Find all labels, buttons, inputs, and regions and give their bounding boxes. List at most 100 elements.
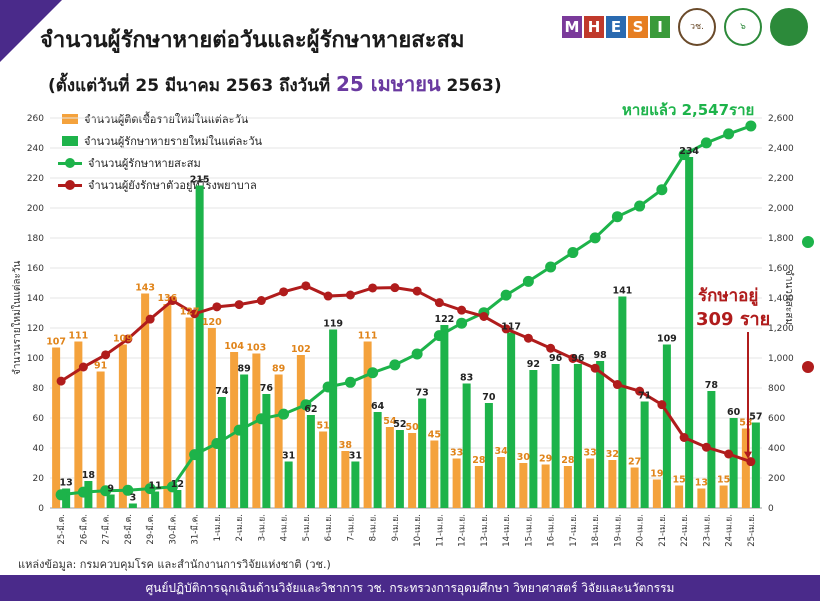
bar-new-recovered [440, 325, 449, 508]
legend-item: จำนวนผู้ติดเชื้อรายใหม่ในแต่ละวัน [62, 108, 262, 130]
point-cumulative-recovered [634, 200, 646, 212]
x-tick-label: 31-มี.ค. [190, 514, 201, 545]
bar-label-new-cases: 127 [180, 307, 200, 318]
mhesi-letter-i: I [650, 16, 670, 38]
point-in-hospital [457, 305, 467, 315]
point-in-hospital [546, 343, 556, 353]
data-source: แหล่งข้อมูล: กรมควบคุมโรค และสำนักงานการ… [18, 558, 331, 571]
bar-new-recovered [240, 374, 249, 508]
y-axis-right-label: จำนวนสะสม [783, 270, 794, 325]
bar-label-new-cases: 34 [495, 446, 509, 457]
x-tick-label: 9-เม.ย. [391, 514, 401, 541]
y-left-tick-label: 60 [33, 414, 45, 424]
y-right-tick-label: 1,400 [768, 294, 794, 304]
y-right-tick-label: 1,800 [768, 234, 794, 244]
bar-label-new-cases: 120 [202, 317, 222, 328]
x-tick-label: 23-เม.ย. [702, 514, 712, 547]
in-hospital-label: รักษาอยู่ [698, 286, 759, 306]
recovered-total-annotation: หายแล้ว 2,547ราย [622, 101, 755, 119]
point-cumulative-recovered [545, 261, 557, 273]
y-left-tick-label: 100 [27, 354, 44, 364]
bar-new-cases [541, 464, 550, 508]
point-in-hospital [590, 363, 600, 373]
bar-new-cases [296, 355, 305, 508]
x-tick-label: 24-เม.ย. [725, 514, 735, 547]
bar-label-new-recovered: 11 [149, 481, 162, 492]
bar-label-new-recovered: 234 [679, 146, 699, 157]
x-tick-label: 22-เม.ย. [680, 514, 690, 547]
x-tick-label: 10-เม.ย. [413, 514, 423, 547]
bar-label-new-cases: 51 [317, 421, 330, 432]
bar-new-cases [163, 304, 172, 508]
legend-label: จำนวนผู้ติดเชื้อรายใหม่ในแต่ละวัน [84, 113, 249, 126]
y-left-tick-label: 180 [27, 234, 44, 244]
point-in-hospital [145, 314, 155, 324]
corner-decoration [0, 0, 62, 62]
x-tick-label: 8-เม.ย. [369, 514, 379, 541]
x-tick-label: 28-มี.ค. [123, 514, 134, 545]
bar-label-new-cases: 103 [246, 343, 266, 354]
bar-new-cases [474, 466, 483, 508]
point-in-hospital [679, 433, 689, 442]
point-cumulative-recovered [723, 128, 735, 140]
point-in-hospital [301, 281, 311, 291]
y-right-tick-label: 2,400 [768, 144, 794, 154]
bar-label-new-recovered: 52 [393, 419, 406, 430]
point-cumulative-recovered [233, 424, 245, 436]
y-axis-left-label: จำนวนรายใหม่ในแต่ละวัน [12, 260, 23, 375]
point-cumulative-recovered [433, 330, 445, 342]
x-tick-label: 21-เม.ย. [658, 514, 668, 547]
bar-new-cases [497, 457, 506, 508]
bar-label-new-cases: 104 [224, 341, 244, 352]
y-right-tick-label: 2,600 [768, 114, 794, 124]
point-cumulative-recovered [745, 120, 757, 132]
footer-bar: ศูนย์ปฏิบัติการฉุกเฉินด้านวิจัยและวิชากา… [0, 575, 820, 601]
legend-label: จำนวนผู้รักษาหายรายใหม่ในแต่ละวัน [84, 135, 263, 148]
bar-label-new-recovered: 9 [107, 484, 114, 495]
point-cumulative-recovered [589, 232, 601, 244]
bar-label-new-cases: 32 [606, 449, 619, 460]
bar-label-new-cases: 28 [472, 455, 486, 466]
legend-swatch [58, 157, 82, 168]
bar-new-recovered [128, 503, 137, 508]
point-in-hospital [190, 309, 200, 319]
bar-label-new-recovered: 74 [215, 386, 229, 397]
point-cumulative-recovered [456, 317, 468, 329]
bar-new-recovered [373, 412, 382, 508]
bar-label-new-recovered: 3 [130, 493, 137, 504]
bar-new-recovered [462, 383, 471, 508]
bar-new-cases [96, 371, 105, 508]
y-left-tick-label: 160 [27, 264, 44, 274]
bar-label-new-cases: 107 [46, 337, 66, 348]
ddc-logo-icon [770, 8, 808, 46]
bar-new-cases [719, 485, 728, 508]
subtitle-date: 25 เมษายน [335, 72, 441, 96]
bar-label-new-recovered: 78 [705, 380, 719, 391]
point-cumulative-recovered [166, 481, 178, 493]
legend-swatch [62, 136, 78, 146]
bar-label-new-recovered: 117 [501, 322, 521, 333]
bar-new-cases [74, 341, 83, 508]
legend-label: จำนวนผู้รักษาหายสะสม [88, 157, 201, 170]
bar-label-new-recovered: 119 [323, 319, 343, 330]
bar-new-recovered [507, 332, 516, 508]
bar-new-cases [608, 460, 617, 508]
bar-label-new-recovered: 57 [749, 412, 762, 423]
point-cumulative-recovered [144, 483, 156, 495]
y-left-tick-label: 120 [27, 324, 44, 334]
bar-new-cases [675, 485, 684, 508]
x-tick-label: 3-เม.ย. [257, 514, 267, 541]
bar-new-cases [697, 488, 706, 508]
point-cumulative-recovered [500, 289, 512, 301]
bar-label-new-cases: 38 [339, 440, 353, 451]
bar-new-recovered [217, 397, 226, 508]
point-cumulative-recovered [278, 408, 290, 420]
bar-label-new-recovered: 98 [594, 350, 608, 361]
bar-new-recovered [84, 481, 93, 508]
bar-new-recovered [106, 494, 115, 508]
bar-new-cases [452, 458, 461, 508]
x-tick-label: 7-เม.ย. [346, 514, 356, 541]
point-in-hospital [279, 287, 289, 297]
x-tick-label: 18-เม.ย. [591, 514, 601, 547]
